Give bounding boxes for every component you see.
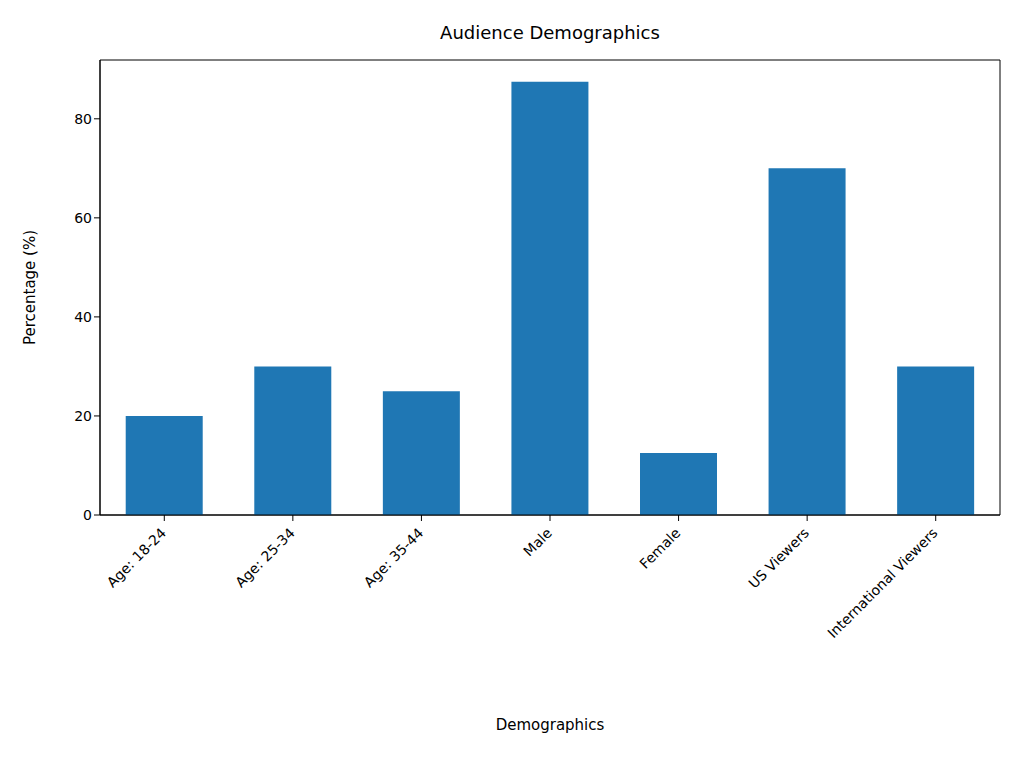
svg-text:Female: Female — [636, 525, 683, 572]
svg-text:0: 0 — [83, 507, 92, 523]
svg-text:International Viewers: International Viewers — [824, 525, 940, 641]
svg-text:Male: Male — [520, 525, 555, 560]
svg-text:20: 20 — [74, 408, 92, 424]
svg-text:Age: 35-44: Age: 35-44 — [361, 525, 427, 591]
svg-text:80: 80 — [74, 111, 92, 127]
svg-text:Percentage (%): Percentage (%) — [21, 230, 39, 345]
svg-text:Age: 25-34: Age: 25-34 — [232, 525, 298, 591]
svg-text:60: 60 — [74, 210, 92, 226]
svg-text:US Viewers: US Viewers — [745, 525, 812, 592]
svg-text:Age: 18-24: Age: 18-24 — [104, 525, 170, 591]
svg-text:Demographics: Demographics — [496, 716, 605, 734]
svg-text:40: 40 — [74, 309, 92, 325]
html-text:Audience Demographics: Audience Demographics — [440, 22, 660, 43]
